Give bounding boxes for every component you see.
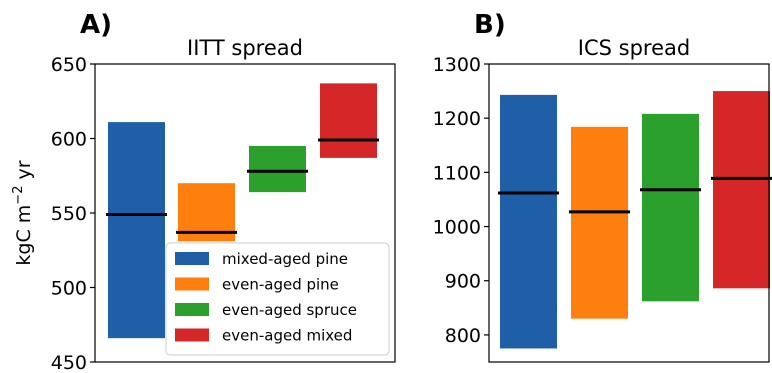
legend-swatch [175, 328, 209, 342]
legend-box [165, 242, 390, 356]
panel-b-yticks: 800 900 1000 1100 1200 1300 [433, 54, 489, 347]
ylabel-tail: yr [13, 160, 35, 185]
panel-a-bar-4 [320, 83, 377, 158]
panel-a-ytick-label: 500 [51, 278, 87, 300]
panel-a-yticks: 450 500 550 600 650 [51, 54, 95, 373]
legend-swatch [175, 252, 209, 265]
panel-a-label: A) [80, 10, 112, 40]
ylabel-main: kgC m [13, 205, 35, 266]
legend-label: even-aged spruce [222, 301, 357, 319]
panel-b-ytick-label: 800 [445, 325, 481, 347]
legend-swatch [175, 303, 209, 316]
panel-b-ytick-label: 1100 [433, 162, 481, 184]
panel-b-title: ICS spread [578, 36, 690, 60]
panel-a-ylabel: kgC m−2 yr [11, 160, 35, 265]
panel-b-bar-3 [642, 113, 699, 302]
legend-label: even-aged pine [222, 276, 339, 294]
panel-a-bar-1 [108, 122, 165, 339]
ylabel-sup: −2 [11, 186, 26, 205]
panel-a-ytick-label: 600 [51, 129, 87, 151]
panel-b-ytick-label: 1000 [433, 217, 481, 239]
panel-b-bar-1 [500, 94, 557, 349]
panel-b-bar-2 [571, 126, 628, 319]
panel-b-ytick-label: 1200 [433, 108, 481, 130]
panel-a: A) IITT spread kgC m−2 yr 450 500 550 600 65… [11, 10, 396, 373]
panel-b: B) ICS spread 800 900 1000 1100 1200 1300 [433, 10, 772, 363]
panel-b-bar-4 [713, 91, 770, 289]
panel-b-bars [498, 91, 772, 349]
legend-label: mixed-aged pine [222, 250, 348, 268]
panel-a-ytick-label: 550 [51, 203, 87, 225]
panel-a-bars [106, 83, 379, 339]
panel-b-label: B) [474, 10, 506, 40]
panel-b-frame [488, 63, 770, 363]
panel-a-frame [94, 63, 396, 363]
panel-a-ytick-label: 650 [51, 54, 87, 76]
legend-label: even-aged mixed [222, 327, 352, 345]
legend: mixed-aged pine even-aged pine even-aged s… [165, 242, 390, 356]
legend-swatch [175, 277, 209, 291]
panel-b-ytick-label: 900 [445, 271, 481, 293]
panel-a-ytick-label: 450 [51, 352, 87, 373]
panel-a-bar-3 [249, 145, 306, 193]
panel-b-ytick-label: 1300 [433, 54, 481, 76]
panel-a-title: IITT spread [187, 36, 303, 60]
